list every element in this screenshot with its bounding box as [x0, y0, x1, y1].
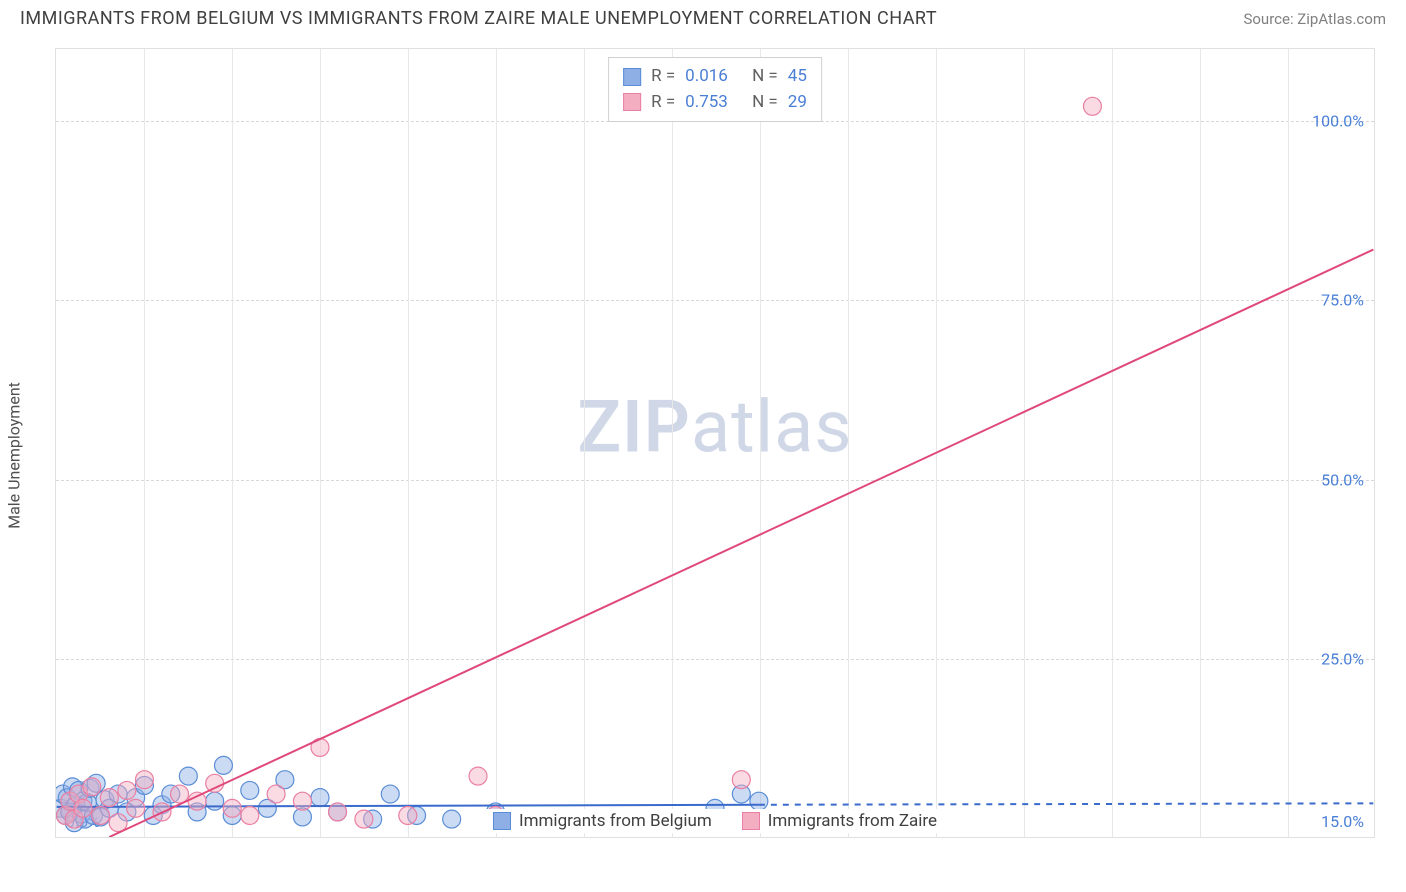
- chart-area: ZIPatlas R = 0.016 N = 45 R = 0.753 N = …: [55, 48, 1375, 838]
- r-value-zaire: 0.753: [685, 90, 728, 116]
- r-value-belgium: 0.016: [685, 64, 728, 90]
- series-label-belgium: Immigrants from Belgium: [519, 811, 712, 831]
- n-value-zaire: 29: [788, 90, 807, 116]
- swatch-belgium-2: [493, 812, 511, 830]
- chart-title: IMMIGRANTS FROM BELGIUM VS IMMIGRANTS FR…: [20, 8, 937, 29]
- stats-row-zaire: R = 0.753 N = 29: [623, 90, 807, 116]
- series-legend: Immigrants from Belgium Immigrants from …: [485, 809, 945, 833]
- source-label: Source: ZipAtlas.com: [1243, 10, 1386, 28]
- legend-item-zaire: Immigrants from Zaire: [742, 811, 937, 831]
- stats-row-belgium: R = 0.016 N = 45: [623, 64, 807, 90]
- y-axis-label: Male Unemployment: [5, 382, 24, 529]
- series-label-zaire: Immigrants from Zaire: [768, 811, 937, 831]
- swatch-belgium: [623, 68, 641, 86]
- stats-legend: R = 0.016 N = 45 R = 0.753 N = 29: [608, 57, 822, 122]
- plot-svg: [56, 49, 1374, 837]
- swatch-zaire: [623, 93, 641, 111]
- swatch-zaire-2: [742, 812, 760, 830]
- n-value-belgium: 45: [788, 64, 807, 90]
- legend-item-belgium: Immigrants from Belgium: [493, 811, 712, 831]
